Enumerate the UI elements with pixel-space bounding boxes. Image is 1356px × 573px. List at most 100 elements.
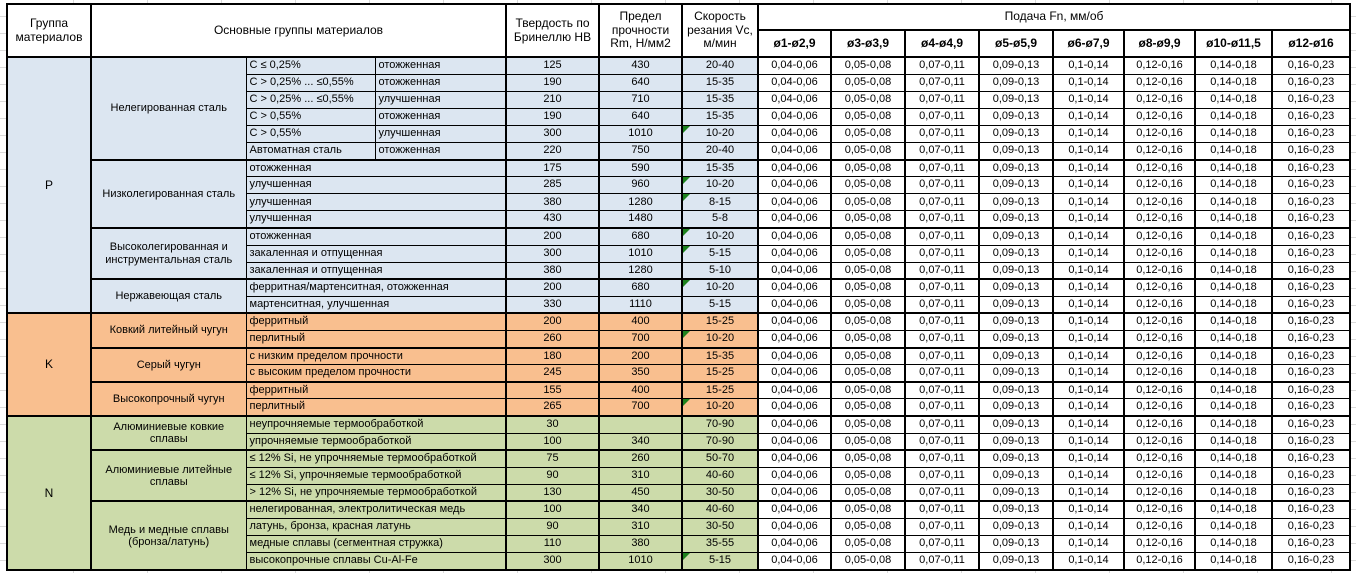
feed-cell: 0,14-0,18 bbox=[1194, 432, 1273, 451]
speed-cell: 30-50 bbox=[681, 518, 759, 537]
diameter-header: ø5-ø5,9 bbox=[978, 29, 1054, 58]
feed-cell: 0,16-0,23 bbox=[1270, 535, 1351, 554]
feed-cell: 0,12-0,16 bbox=[1123, 552, 1196, 571]
feed-cell: 0,05-0,08 bbox=[830, 398, 906, 417]
strength-cell: 200 bbox=[598, 346, 683, 366]
strength-cell: 1010 bbox=[598, 124, 683, 143]
feed-cell: 0,16-0,23 bbox=[1270, 295, 1351, 314]
table-row: мартенситная, улучшенная 330 1110 5-15 0,04-… bbox=[7, 295, 1351, 314]
hardness-cell: 300 bbox=[505, 552, 600, 571]
feed-cell: 0,05-0,08 bbox=[830, 380, 906, 400]
feed-cell: 0,16-0,23 bbox=[1270, 432, 1351, 451]
strength-cell: 310 bbox=[598, 518, 683, 537]
feed-cell: 0,04-0,06 bbox=[757, 107, 832, 126]
feed-cell: 0,16-0,23 bbox=[1270, 380, 1351, 400]
feed-cell: 0,12-0,16 bbox=[1123, 124, 1196, 143]
hardness-cell: 285 bbox=[505, 176, 600, 195]
speed-cell: 5-10 bbox=[681, 261, 759, 280]
material-desc-cell: упрочняемые термообработкой bbox=[245, 432, 507, 451]
feed-cell: 0,04-0,06 bbox=[757, 483, 832, 502]
feed-cell: 0,07-0,11 bbox=[904, 329, 980, 349]
hardness-cell: 190 bbox=[505, 73, 600, 92]
material-desc-cell: неупрочняемые термообработкой bbox=[245, 414, 507, 434]
feed-cell: 0,14-0,18 bbox=[1194, 55, 1273, 75]
feed-cell: 0,09-0,13 bbox=[978, 346, 1054, 366]
material-desc-cell: ферритный bbox=[245, 380, 507, 400]
feed-cell: 0,12-0,16 bbox=[1123, 329, 1196, 349]
table-row: Автоматная сталь отожженная 220 750 20-40 0,0… bbox=[7, 141, 1351, 161]
hardness-cell: 75 bbox=[505, 449, 600, 468]
material-desc-cell: ≤ 12% Si, упрочняемые термообработкой bbox=[245, 466, 507, 485]
strength-cell: 1280 bbox=[598, 261, 683, 280]
feed-cell: 0,05-0,08 bbox=[830, 73, 906, 92]
feed-cell: 0,04-0,06 bbox=[757, 226, 832, 246]
material-subgroup-cell: Высоколегированная и инструментальная ст… bbox=[90, 226, 247, 280]
feed-cell: 0,1-0,14 bbox=[1052, 414, 1125, 434]
material-desc-cell: улучшенная bbox=[245, 193, 507, 212]
feed-cell: 0,14-0,18 bbox=[1194, 158, 1273, 178]
feed-cell: 0,07-0,11 bbox=[904, 346, 980, 366]
feed-cell: 0,1-0,14 bbox=[1052, 398, 1125, 417]
feed-cell: 0,16-0,23 bbox=[1270, 414, 1351, 434]
feed-cell: 0,14-0,18 bbox=[1194, 226, 1273, 246]
feed-cell: 0,07-0,11 bbox=[904, 261, 980, 280]
feed-cell: 0,04-0,06 bbox=[757, 535, 832, 554]
speed-cell: 15-25 bbox=[681, 312, 759, 332]
speed-cell: 5-8 bbox=[681, 210, 759, 229]
feed-cell: 0,05-0,08 bbox=[830, 124, 906, 143]
material-state-cell: отожженная bbox=[374, 107, 507, 126]
feed-cell: 0,09-0,13 bbox=[978, 261, 1054, 280]
feed-cell: 0,16-0,23 bbox=[1270, 500, 1351, 520]
feed-cell: 0,07-0,11 bbox=[904, 552, 980, 571]
table-row: высокопрочные сплавы Cu-Al-Fe 300 1010 5-15… bbox=[7, 552, 1351, 571]
feed-cell: 0,09-0,13 bbox=[978, 432, 1054, 451]
feed-cell: 0,14-0,18 bbox=[1194, 380, 1273, 400]
feed-cell: 0,14-0,18 bbox=[1194, 244, 1273, 263]
feed-cell: 0,04-0,06 bbox=[757, 55, 832, 75]
feed-cell: 0,05-0,08 bbox=[830, 449, 906, 468]
feed-cell: 0,07-0,11 bbox=[904, 414, 980, 434]
feed-cell: 0,12-0,16 bbox=[1123, 449, 1196, 468]
strength-cell: 1280 bbox=[598, 193, 683, 212]
feed-cell: 0,1-0,14 bbox=[1052, 500, 1125, 520]
diameter-header: ø8-ø9,9 bbox=[1123, 29, 1196, 58]
feed-cell: 0,04-0,06 bbox=[757, 141, 832, 161]
feed-cell: 0,12-0,16 bbox=[1123, 193, 1196, 212]
feed-cell: 0,12-0,16 bbox=[1123, 346, 1196, 366]
feed-cell: 0,07-0,11 bbox=[904, 124, 980, 143]
feed-cell: 0,09-0,13 bbox=[978, 380, 1054, 400]
feed-cell: 0,12-0,16 bbox=[1123, 518, 1196, 537]
feed-cell: 0,14-0,18 bbox=[1194, 466, 1273, 485]
table-row: улучшенная 285 960 10-20 0,04-0,06 0,05-0,08 0… bbox=[7, 176, 1351, 195]
feed-cell: 0,12-0,16 bbox=[1123, 226, 1196, 246]
feed-cell: 0,1-0,14 bbox=[1052, 73, 1125, 92]
speed-cell: 15-35 bbox=[681, 90, 759, 109]
feed-cell: 0,05-0,08 bbox=[830, 312, 906, 332]
strength-cell: 380 bbox=[598, 535, 683, 554]
speed-cell: 70-90 bbox=[681, 432, 759, 451]
feed-cell: 0,12-0,16 bbox=[1123, 90, 1196, 109]
feed-cell: 0,05-0,08 bbox=[830, 90, 906, 109]
feed-cell: 0,16-0,23 bbox=[1270, 158, 1351, 178]
feed-cell: 0,07-0,11 bbox=[904, 244, 980, 263]
table-row: Низколегированная сталь отожженная 175 590 1… bbox=[7, 158, 1351, 229]
material-desc-cell: C > 0,25% ... ≤0,55% bbox=[245, 90, 376, 109]
feed-cell: 0,1-0,14 bbox=[1052, 158, 1125, 178]
feed-cell: 0,14-0,18 bbox=[1194, 329, 1273, 349]
strength-cell: 680 bbox=[598, 226, 683, 246]
feed-cell: 0,14-0,18 bbox=[1194, 398, 1273, 417]
material-desc-cell: перлитный bbox=[245, 329, 507, 349]
feed-cell: 0,16-0,23 bbox=[1270, 90, 1351, 109]
feed-cell: 0,04-0,06 bbox=[757, 244, 832, 263]
feed-cell: 0,09-0,13 bbox=[978, 244, 1054, 263]
feed-cell: 0,07-0,11 bbox=[904, 73, 980, 92]
strength-cell: 1010 bbox=[598, 244, 683, 263]
feed-cell: 0,04-0,06 bbox=[757, 278, 832, 297]
feed-cell: 0,12-0,16 bbox=[1123, 364, 1196, 383]
diameter-header: ø1-ø2,9 bbox=[757, 29, 832, 58]
feed-cell: 0,16-0,23 bbox=[1270, 226, 1351, 246]
material-state-cell: отожженная bbox=[374, 141, 507, 161]
feed-cell: 0,1-0,14 bbox=[1052, 226, 1125, 246]
feed-cell: 0,1-0,14 bbox=[1052, 449, 1125, 468]
